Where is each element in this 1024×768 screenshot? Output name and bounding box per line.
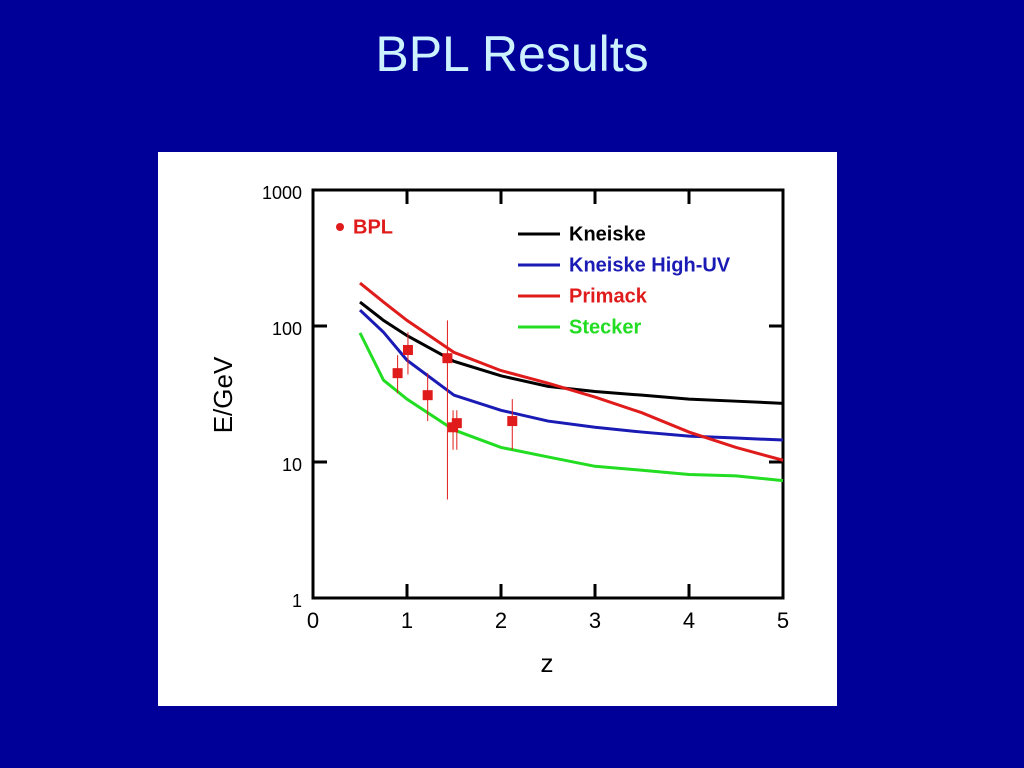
x-axis-label: z	[541, 648, 554, 678]
series-line	[359, 300, 784, 405]
legend-label: Primack	[569, 285, 648, 307]
x-tick-label: 0	[307, 608, 319, 633]
y-tick-label: 100	[272, 319, 302, 339]
x-tick-label: 2	[495, 608, 507, 633]
slide-title: BPL Results	[375, 26, 648, 82]
x-tick-label: 5	[777, 608, 789, 633]
legend-dot	[336, 223, 344, 231]
series-line	[358, 332, 784, 483]
x-tick-label: 4	[683, 608, 695, 633]
y-tick-label: 10	[282, 455, 302, 475]
y-tick-label: 1	[292, 591, 302, 611]
legend-label: BPL	[353, 216, 393, 238]
data-point	[422, 390, 433, 401]
data-point	[507, 416, 518, 427]
legend-label: Kneiske	[569, 223, 646, 245]
data-point	[451, 418, 462, 429]
data-point	[402, 345, 413, 356]
series-line	[359, 281, 784, 462]
x-tick-label: 1	[401, 608, 413, 633]
legend-label: Kneiske High-UV	[569, 254, 731, 276]
data-point	[442, 353, 453, 364]
data-point	[392, 368, 403, 379]
chart-panel	[158, 152, 837, 706]
legend-label: Stecker	[569, 316, 641, 338]
x-tick-label: 3	[589, 608, 601, 633]
y-tick-label: 1000	[262, 183, 302, 203]
plot-frame	[311, 188, 785, 600]
y-axis-label: E/GeV	[208, 356, 238, 433]
